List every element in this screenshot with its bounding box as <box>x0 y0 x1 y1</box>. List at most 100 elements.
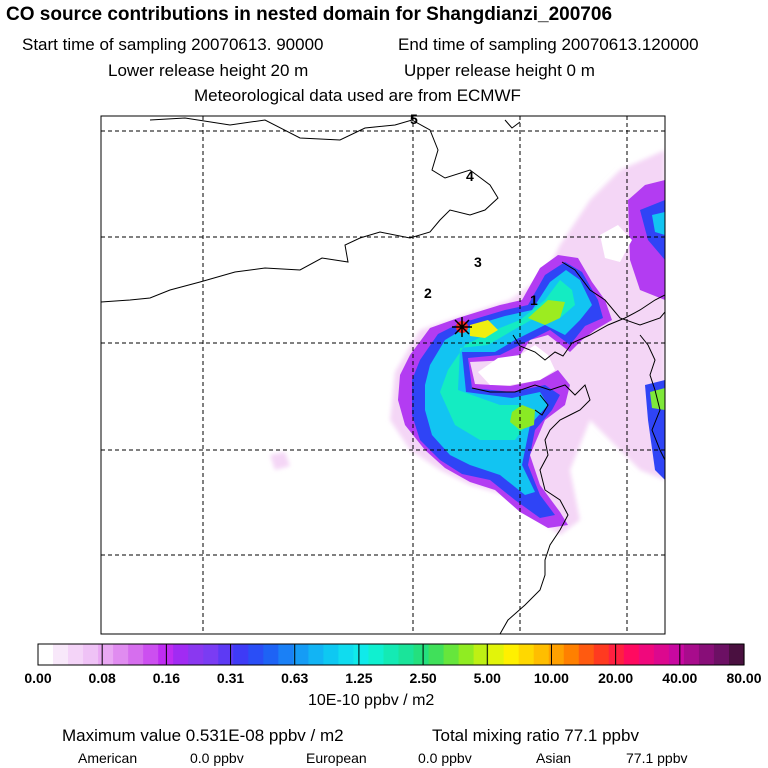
colorbar-swatch <box>278 644 294 665</box>
colorbar-tick-label: 2.50 <box>409 670 436 686</box>
colorbar-swatch <box>233 644 249 665</box>
colorbar-tick-label: 0.08 <box>89 670 116 686</box>
upper-release-label: Upper release height 0 m <box>404 61 595 80</box>
colorbar-swatch <box>458 644 475 665</box>
colorbar-tick-label: 0.31 <box>217 670 244 686</box>
lower-release-label: Lower release height 20 m <box>108 61 309 80</box>
plume-teal <box>440 280 575 440</box>
colorbar-swatch <box>668 644 685 665</box>
colorbar-swatch <box>488 644 505 665</box>
colorbar-swatch <box>398 644 415 665</box>
region-label: 3 <box>474 254 482 270</box>
colorbar-swatch <box>188 644 204 665</box>
colorbar-swatch <box>383 644 400 665</box>
colorbar-swatch <box>173 644 189 665</box>
total-mixing-ratio-label: Total mixing ratio 77.1 ppbv <box>432 726 639 745</box>
source-european-name: European <box>306 750 367 766</box>
source-american-name: American <box>78 750 138 766</box>
start-time-label: Start time of sampling 20070613. 90000 <box>22 35 324 54</box>
region-label: 4 <box>466 168 474 184</box>
source-asian-value: 77.1 ppbv <box>626 750 688 766</box>
coastlines <box>101 117 665 634</box>
colorbar-swatch <box>308 644 325 665</box>
colorbar-swatch <box>248 644 264 665</box>
colorbar-swatch <box>353 644 370 665</box>
colorbar-swatch <box>728 644 745 665</box>
bay-clear-area <box>478 345 555 385</box>
colorbar-tick-label: 0.00 <box>24 670 51 686</box>
colorbar-swatch <box>578 644 595 665</box>
plume-green-2 <box>528 300 565 325</box>
colorbar-swatch <box>473 644 490 665</box>
colorbar-swatch <box>53 644 69 665</box>
colorbar-tick-label: 80.00 <box>726 670 761 686</box>
plume-green <box>510 405 535 430</box>
colorbar-swatch <box>323 644 340 665</box>
liaodong-coast <box>561 261 665 326</box>
colorbar-swatch <box>83 644 99 665</box>
coast-clear-area <box>600 225 632 262</box>
colorbar-swatch <box>533 644 550 665</box>
colorbar-swatch <box>548 644 565 665</box>
peninsula-coast <box>534 394 549 416</box>
colorbar-swatch <box>203 644 219 665</box>
colorbar-swatch <box>143 644 159 665</box>
colorbar-tick-label: 0.63 <box>281 670 308 686</box>
region-labels: 1 2 3 4 5 <box>410 111 538 308</box>
colorbar-swatch <box>593 644 610 665</box>
colorbar-swatch <box>113 644 129 665</box>
map-grid <box>101 116 665 634</box>
region-label: 5 <box>410 111 418 127</box>
colorbar-swatch <box>128 644 144 665</box>
colorbar-tick-label: 20.00 <box>598 670 633 686</box>
colorbar-swatch <box>608 644 625 665</box>
colorbar-frame <box>37 643 745 666</box>
colorbar-swatch <box>683 644 700 665</box>
plume-east-cyan <box>652 212 665 235</box>
met-data-label: Meteorological data used are from ECMWF <box>194 86 521 105</box>
colorbar-swatch <box>263 644 279 665</box>
colorbar-tick-label: 1.25 <box>345 670 372 686</box>
colorbar-swatch <box>293 644 309 665</box>
colorbar-swatch <box>38 644 54 665</box>
source-european-value: 0.0 ppbv <box>418 750 472 766</box>
colorbar-swatch <box>563 644 580 665</box>
map-frame <box>100 115 666 635</box>
colorbar-swatch <box>413 644 430 665</box>
colorbar-tick-label: 40.00 <box>662 670 697 686</box>
colorbar-tick-label: 5.00 <box>474 670 501 686</box>
korea-coast <box>639 334 665 461</box>
maximum-value-label: Maximum value 0.531E-08 ppbv / m2 <box>62 726 344 745</box>
colorbar-swatch <box>98 644 114 665</box>
colorbar-swatch <box>443 644 460 665</box>
shandong-coast <box>471 384 591 634</box>
colorbar-swatch <box>698 644 715 665</box>
colorbar-swatch <box>428 644 445 665</box>
colorbar-swatch <box>503 644 520 665</box>
colorbar-tick-label: 0.16 <box>153 670 180 686</box>
colorbar-tick-label: 10.00 <box>534 670 569 686</box>
source-asian-name: Asian <box>536 750 572 766</box>
colorbar-swatch <box>638 644 655 665</box>
colorbar: 0.00 0.08 0.16 0.31 0.63 1.25 2.50 5.00 10.00 20.… <box>24 643 762 686</box>
colorbar-swatch <box>623 644 640 665</box>
region-label: 1 <box>530 292 538 308</box>
region-label: 2 <box>424 285 432 301</box>
plume-halo-2 <box>270 452 290 470</box>
northern-border <box>101 117 499 303</box>
colorbar-swatch <box>218 644 234 665</box>
colorbar-swatch <box>653 644 670 665</box>
bohai-coast <box>512 294 665 361</box>
plume-cyan <box>425 270 592 495</box>
plume-yellow <box>470 320 498 338</box>
colorbar-swatch <box>518 644 535 665</box>
northeast-border <box>504 119 521 129</box>
colorbar-swatch <box>713 644 730 665</box>
colorbar-swatch <box>68 644 84 665</box>
source-american-value: 0.0 ppbv <box>190 750 244 766</box>
receptor-star-icon <box>452 317 472 337</box>
colorbar-swatch <box>368 644 385 665</box>
chart-title: CO source contributions in nested domain… <box>6 4 613 25</box>
colorbar-units: 10E-10 ppbv / m2 <box>308 692 435 709</box>
